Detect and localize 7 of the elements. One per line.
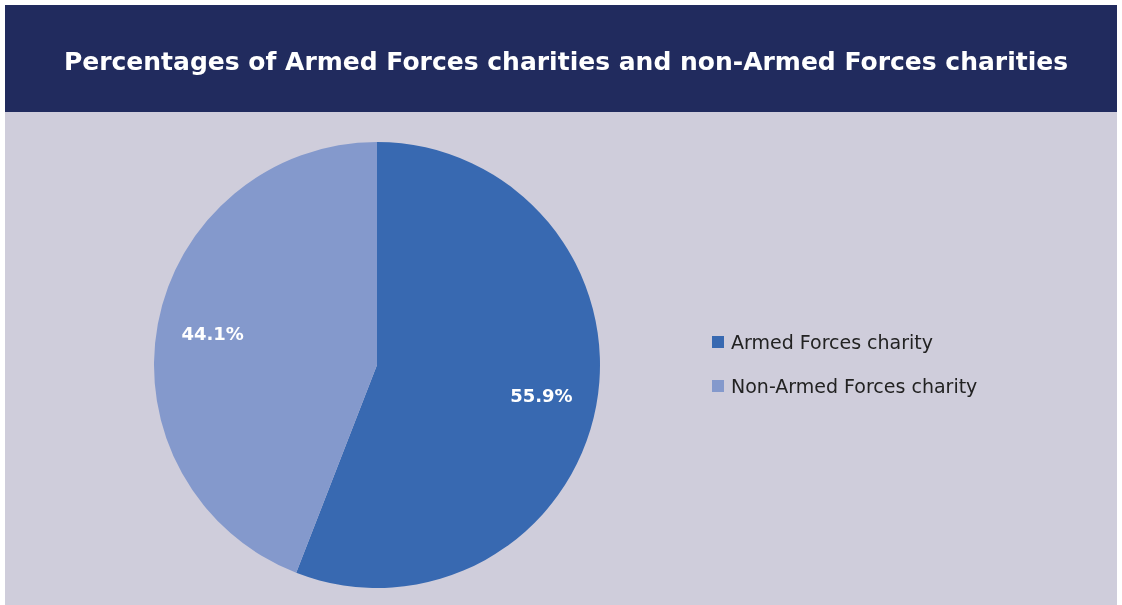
- legend-label: Non-Armed Forces charity: [731, 374, 978, 397]
- pie-slice: [296, 142, 600, 588]
- pie-slice: [154, 142, 377, 573]
- data-label: 44.1%: [181, 323, 244, 345]
- data-label: 55.9%: [510, 385, 573, 407]
- chart-title: Percentages of Armed Forces charities and non-Armed Forces charities: [63, 47, 1069, 76]
- legend-label: Armed Forces charity: [731, 330, 934, 353]
